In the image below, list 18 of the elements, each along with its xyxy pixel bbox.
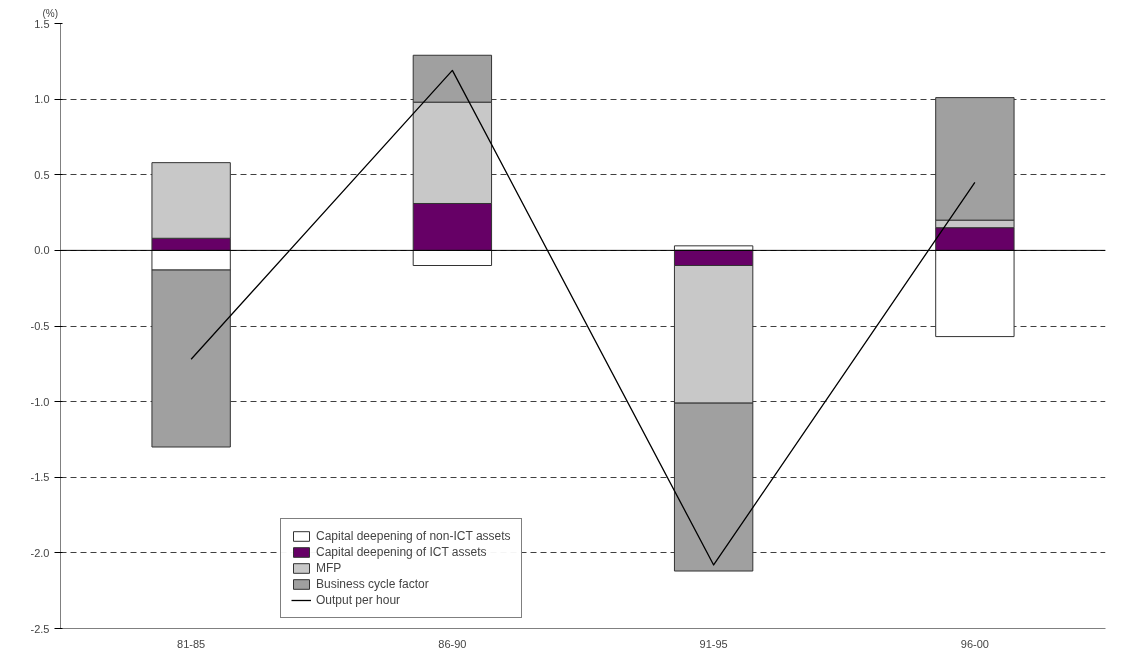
y-tick-label: -0.5 [30, 320, 50, 332]
y-axis-title: (%) [42, 7, 59, 19]
legend-label: Output per hour [316, 593, 401, 607]
y-tick-label: 0.5 [34, 168, 50, 181]
y-tick-label: 0.0 [34, 244, 50, 257]
x-tick-label: 96-00 [960, 637, 989, 650]
y-tick-label: -1.0 [30, 395, 50, 408]
y-tick-label: -1.5 [30, 471, 50, 484]
y-tick-label: -2.5 [30, 622, 50, 635]
x-tick-label: 91-95 [699, 637, 728, 650]
legend-label: Capital deepening of ICT assets [316, 545, 487, 559]
legend-label: Business cycle factor [316, 577, 429, 591]
legend-label: Capital deepening of non-ICT assets [316, 529, 511, 543]
y-tick-label: -2.0 [30, 546, 50, 559]
x-tick-label: 86-90 [438, 637, 467, 650]
y-tick-label: 1.0 [34, 93, 50, 106]
x-tick-label: 81-85 [177, 637, 206, 650]
legend-label: MFP [316, 561, 342, 575]
